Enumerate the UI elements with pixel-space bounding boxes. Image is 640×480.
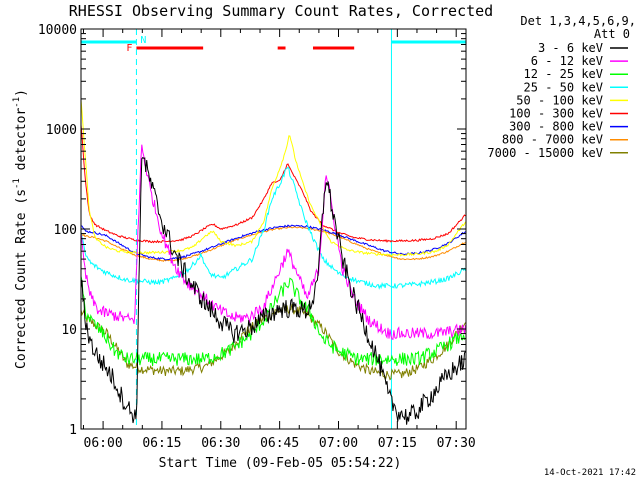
y-tick-label: 1000	[46, 123, 77, 138]
y-axis-label: Corrected Count Rate (s-1 detector-1)	[12, 89, 29, 369]
x-axis-label: Start Time (09-Feb-05 05:54:22)	[159, 456, 402, 471]
y-axis-label-main: Corrected Count Rate (s	[14, 189, 29, 369]
x-tick-label: 07:30	[437, 436, 476, 451]
legend-label: 50 - 100 keV	[516, 93, 603, 107]
series-line-100-300keV	[80, 124, 466, 244]
y-axis-label-end: )	[14, 89, 29, 97]
legend-label: 800 - 7000 keV	[502, 133, 603, 147]
night-flag-label: N	[140, 35, 146, 46]
series-line-25-50keV	[80, 166, 466, 290]
x-tick-label: 06:00	[84, 436, 123, 451]
y-axis-label-exp1: -1	[12, 178, 22, 189]
y-axis-label-exp2: -1	[12, 97, 22, 108]
legend-label: 7000 - 15000 keV	[487, 146, 603, 160]
legend-header-line-2: Att 0	[594, 27, 630, 41]
flare-flag-label: F	[126, 43, 132, 54]
legend-header-line-1: Det 1,3,4,5,6,9,	[520, 14, 636, 28]
series-line-50-100keV	[80, 99, 466, 257]
chart-title: RHESSI Observing Summary Count Rates, Co…	[69, 2, 493, 20]
legend-label: 300 - 800 keV	[509, 120, 603, 134]
series-line-12-25keV	[80, 276, 466, 367]
legend-label: 3 - 6 keV	[538, 41, 603, 55]
x-tick-label: 06:45	[260, 436, 299, 451]
series-line-3-6keV	[80, 156, 466, 425]
legend-label: 25 - 50 keV	[524, 80, 603, 94]
legend-label: 12 - 25 keV	[524, 67, 603, 81]
x-tick-label: 06:15	[142, 436, 181, 451]
x-tick-label: 06:30	[201, 436, 240, 451]
x-tick-label: 07:00	[319, 436, 358, 451]
y-axis-label-mid: detector	[14, 108, 29, 179]
y-tick-label: 10000	[38, 23, 77, 38]
x-tick-label: 07:15	[378, 436, 417, 451]
legend-label: 100 - 300 keV	[509, 107, 603, 121]
y-tick-label: 100	[54, 223, 77, 238]
y-tick-label: 10	[61, 323, 77, 338]
series-line-300-800keV	[80, 224, 466, 261]
series-line-800-7000keV	[80, 226, 466, 262]
legend-label: 6 - 12 keV	[531, 54, 603, 68]
timestamp: 14-Oct-2021 17:42	[544, 468, 636, 478]
y-tick-label: 1	[69, 423, 77, 438]
